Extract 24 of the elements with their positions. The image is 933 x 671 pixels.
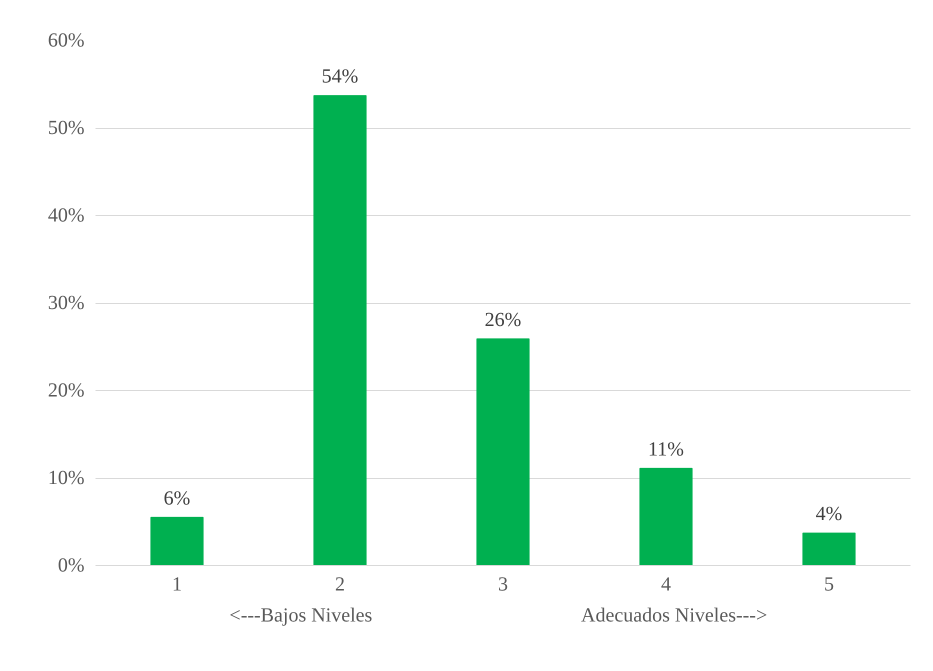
text: Adecuados Niveles---> bbox=[581, 604, 768, 626]
y-tick-label: 50% bbox=[48, 117, 85, 139]
bar bbox=[150, 516, 204, 566]
y-tick-label: 10% bbox=[48, 467, 85, 489]
bar bbox=[802, 532, 856, 566]
y-tick-label: 20% bbox=[48, 380, 85, 402]
bar bbox=[639, 468, 693, 566]
bar bbox=[476, 338, 530, 566]
x-tick-label: 2 bbox=[335, 574, 345, 596]
y-tick-label: 30% bbox=[48, 292, 85, 314]
y-tick-label: 60% bbox=[48, 30, 85, 52]
x-tick-label: 1 bbox=[172, 574, 182, 596]
y-tick-label: 0% bbox=[58, 554, 85, 576]
text: <---Bajos Niveles bbox=[229, 604, 373, 626]
data-label: 26% bbox=[484, 308, 522, 331]
data-label: 11% bbox=[648, 438, 684, 460]
x-tick-label: 3 bbox=[498, 574, 508, 596]
data-label: 54% bbox=[322, 66, 358, 88]
y-tick-label: 40% bbox=[48, 204, 85, 226]
x-tick-label: 4 bbox=[661, 574, 671, 596]
data-label: 4% bbox=[816, 503, 842, 526]
data-label: 6% bbox=[164, 487, 190, 510]
x-tick-label: 5 bbox=[824, 574, 834, 596]
bar bbox=[313, 95, 367, 566]
